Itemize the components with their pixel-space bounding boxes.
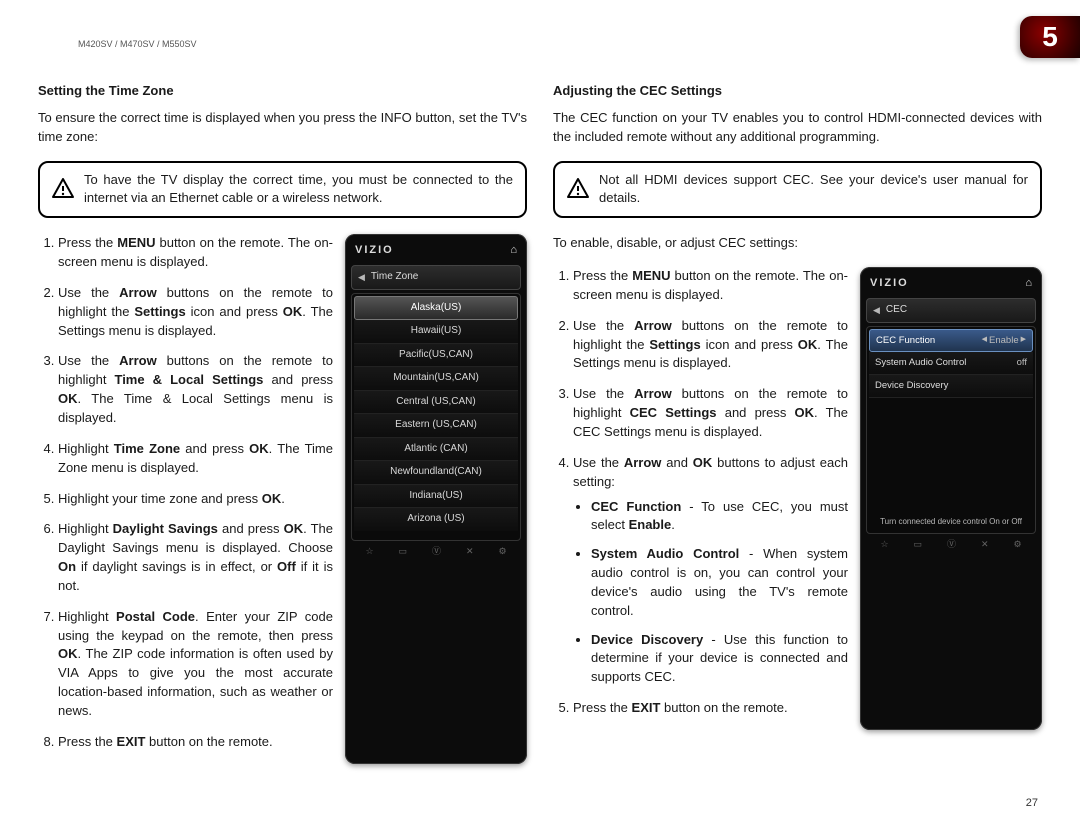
right-intro: The CEC function on your TV enables you … bbox=[553, 109, 1042, 147]
list-item: Press the MENU button on the remote. The… bbox=[573, 267, 848, 305]
v-icon: Ⓥ bbox=[432, 545, 441, 558]
left-instructions: Press the MENU button on the remote. The… bbox=[38, 234, 333, 763]
page-content: Setting the Time Zone To ensure the corr… bbox=[38, 82, 1042, 764]
page-number: 27 bbox=[1026, 796, 1038, 812]
left-warning: To have the TV display the correct time,… bbox=[38, 161, 527, 219]
right-lead: To enable, disable, or adjust CEC settin… bbox=[553, 234, 1042, 253]
right-heading: Adjusting the CEC Settings bbox=[553, 82, 1042, 101]
device-menu-title: ◀ CEC bbox=[866, 298, 1036, 323]
device-brand: VIZIO bbox=[870, 276, 909, 292]
timezone-item: Alaska(US) bbox=[354, 296, 518, 321]
timezone-item: Hawaii(US) bbox=[354, 320, 518, 344]
timezone-device-mockup: VIZIO ⌂ ◀ Time Zone Alaska(US)Hawaii(US)… bbox=[345, 234, 527, 763]
cc-icon: ▭ bbox=[914, 538, 923, 551]
timezone-item: Newfoundland(CAN) bbox=[354, 461, 518, 485]
model-line: M420SV / M470SV / M550SV bbox=[78, 38, 197, 51]
list-item: Highlight your time zone and press OK. bbox=[58, 490, 333, 509]
list-item: Use the Arrow buttons on the remote to h… bbox=[573, 385, 848, 442]
device-footer-icons: ☆ ▭ Ⓥ ✕ ⚙ bbox=[866, 534, 1036, 551]
back-arrow-icon: ◀ bbox=[873, 304, 880, 317]
timezone-list: Alaska(US)Hawaii(US)Pacific(US,CAN)Mount… bbox=[351, 293, 521, 541]
list-item: Press the MENU button on the remote. The… bbox=[58, 234, 333, 272]
timezone-item: Indiana(US) bbox=[354, 485, 518, 509]
home-icon: ⌂ bbox=[1025, 276, 1032, 292]
device-footer-icons: ☆ ▭ Ⓥ ✕ ⚙ bbox=[351, 541, 521, 558]
gear-icon: ⚙ bbox=[498, 545, 506, 558]
star-icon: ☆ bbox=[365, 545, 373, 558]
timezone-item: Arizona (US) bbox=[354, 508, 518, 531]
list-item: Press the EXIT button on the remote. bbox=[58, 733, 333, 752]
bullet-item: System Audio Control - When system audio… bbox=[591, 545, 848, 620]
list-item: Use the Arrow buttons on the remote to h… bbox=[573, 317, 848, 374]
star-icon: ☆ bbox=[880, 538, 888, 551]
left-heading: Setting the Time Zone bbox=[38, 82, 527, 101]
timezone-item: Mountain(US,CAN) bbox=[354, 367, 518, 391]
list-item: Highlight Postal Code. Enter your ZIP co… bbox=[58, 608, 333, 721]
right-column: Adjusting the CEC Settings The CEC funct… bbox=[553, 82, 1042, 764]
right-warning: Not all HDMI devices support CEC. See yo… bbox=[553, 161, 1042, 219]
left-intro: To ensure the correct time is displayed … bbox=[38, 109, 527, 147]
cec-row: CEC Function◀ Enable ▶ bbox=[869, 329, 1033, 353]
cec-row: Device Discovery bbox=[869, 375, 1033, 398]
list-item: Use the Arrow buttons on the remote to h… bbox=[58, 352, 333, 427]
cc-icon: ▭ bbox=[399, 545, 408, 558]
cec-footnote: Turn connected device control On or Off bbox=[869, 513, 1033, 531]
device-menu-title: ◀ Time Zone bbox=[351, 265, 521, 290]
close-icon: ✕ bbox=[981, 538, 989, 551]
v-icon: Ⓥ bbox=[947, 538, 956, 551]
cec-settings-list: CEC Function◀ Enable ▶System Audio Contr… bbox=[866, 326, 1036, 534]
list-item: Press the EXIT button on the remote. bbox=[573, 699, 848, 718]
timezone-item: Eastern (US,CAN) bbox=[354, 414, 518, 438]
left-warning-text: To have the TV display the correct time,… bbox=[84, 172, 513, 206]
cec-device-mockup: VIZIO ⌂ ◀ CEC CEC Function◀ Enable ▶Syst… bbox=[860, 267, 1042, 730]
timezone-item: Atlantic (CAN) bbox=[354, 438, 518, 462]
bullet-item: CEC Function - To use CEC, you must sele… bbox=[591, 498, 848, 536]
list-item: Use the Arrow and OK buttons to adjust e… bbox=[573, 454, 848, 687]
home-icon: ⌂ bbox=[510, 243, 517, 259]
list-item: Highlight Daylight Savings and press OK.… bbox=[58, 520, 333, 595]
bullet-item: Device Discovery - Use this function to … bbox=[591, 631, 848, 688]
left-column: Setting the Time Zone To ensure the corr… bbox=[38, 82, 527, 764]
warning-icon bbox=[50, 177, 76, 201]
close-icon: ✕ bbox=[466, 545, 474, 558]
back-arrow-icon: ◀ bbox=[358, 271, 365, 284]
timezone-item: Pacific(US,CAN) bbox=[354, 344, 518, 368]
list-item: Highlight Time Zone and press OK. The Ti… bbox=[58, 440, 333, 478]
warning-icon bbox=[565, 177, 591, 201]
timezone-item: Central (US,CAN) bbox=[354, 391, 518, 415]
right-instructions: Press the MENU button on the remote. The… bbox=[553, 267, 848, 730]
device-brand: VIZIO bbox=[355, 243, 394, 259]
right-warning-text: Not all HDMI devices support CEC. See yo… bbox=[599, 172, 1028, 206]
chapter-tab: 5 bbox=[1020, 16, 1080, 58]
gear-icon: ⚙ bbox=[1013, 538, 1021, 551]
list-item: Use the Arrow buttons on the remote to h… bbox=[58, 284, 333, 341]
cec-row: System Audio Controloff bbox=[869, 352, 1033, 375]
